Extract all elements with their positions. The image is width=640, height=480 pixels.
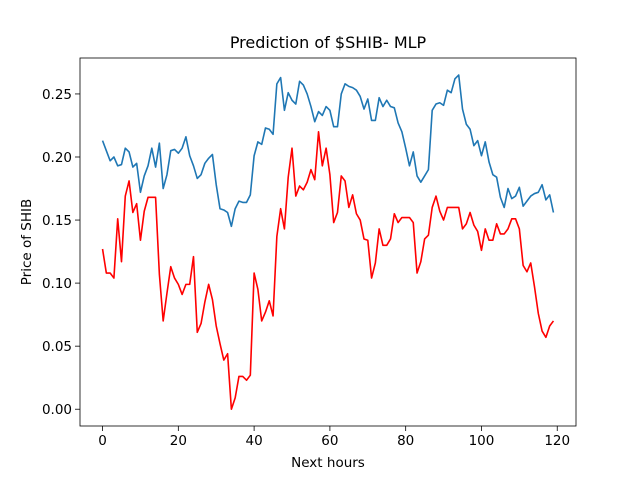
- series-line: [101, 74, 555, 228]
- y-tick-label: 0.25: [42, 87, 72, 103]
- y-tick-label: 0.20: [42, 150, 72, 166]
- series-line: [101, 130, 555, 411]
- x-axis-label: Next hours: [291, 455, 365, 471]
- y-axis-label: Price of SHIB: [19, 199, 35, 286]
- x-tick-label: 40: [246, 433, 263, 449]
- x-tick-label: 60: [321, 433, 338, 449]
- y-tick-label: 0.10: [42, 276, 72, 292]
- x-tick-label: 120: [544, 433, 570, 449]
- x-tick-label: 80: [397, 433, 414, 449]
- plot-frame: [79, 57, 577, 427]
- x-tick-label: 100: [469, 433, 495, 449]
- chart-title: Prediction of $SHIB- MLP: [230, 33, 427, 52]
- y-tick-label: 0.15: [42, 213, 72, 229]
- y-tick-label: 0.00: [42, 402, 72, 418]
- x-tick-label: 0: [98, 433, 107, 449]
- x-tick-label: 20: [170, 433, 187, 449]
- y-tick-label: 0.05: [42, 339, 72, 355]
